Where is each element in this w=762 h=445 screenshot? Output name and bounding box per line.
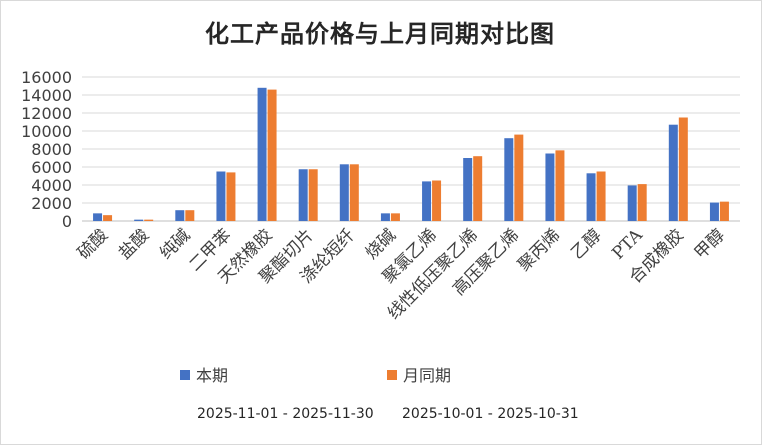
bar-current (134, 219, 144, 221)
x-tick-label: 盐酸 (115, 225, 153, 263)
bar-current (380, 213, 390, 221)
legend-swatch-current (180, 370, 190, 380)
bar-current (339, 164, 349, 221)
bars (93, 87, 729, 221)
y-tick-label: 6000 (31, 158, 72, 177)
y-tick-label: 2000 (31, 194, 72, 213)
bar-current (216, 171, 226, 221)
bar-current (545, 153, 555, 221)
y-tick-label: 14000 (21, 86, 72, 105)
bar-current (93, 213, 103, 221)
y-tick-label: 4000 (31, 176, 72, 195)
bar-last-month (390, 213, 400, 221)
bar-last-month (349, 164, 359, 221)
bar-last-month (514, 134, 524, 221)
gridlines (82, 76, 740, 222)
period-last-month: 2025-10-01 - 2025-10-31 (402, 406, 579, 422)
bar-last-month (555, 150, 565, 221)
bar-current (668, 124, 678, 221)
x-tick-label: 聚丙烯 (514, 225, 564, 275)
bar-current (175, 210, 185, 221)
bar-current (257, 87, 267, 221)
bar-current (504, 138, 514, 221)
bar-last-month (432, 180, 442, 221)
x-tick-label: 硫酸 (74, 225, 112, 263)
y-tick-label: 12000 (21, 104, 72, 123)
bar-last-month (226, 172, 236, 221)
legend-label-last-month: 月同期 (403, 366, 452, 385)
bar-current (627, 185, 637, 221)
bar-last-month (473, 156, 483, 221)
bar-last-month (185, 210, 195, 221)
bar-last-month (596, 171, 606, 221)
bar-last-month (103, 215, 113, 221)
bar-last-month (637, 184, 647, 221)
bar-current (422, 181, 432, 221)
legend-swatch-last-month (387, 370, 397, 380)
legend-label-current: 本期 (196, 366, 229, 385)
legend-item-current: 本期 (180, 362, 228, 386)
bar-current (298, 169, 308, 221)
x-tick-label: 甲醇 (691, 225, 729, 263)
bar-current (586, 173, 596, 221)
bar-current (709, 202, 719, 221)
bar-last-month (678, 117, 688, 221)
bar-last-month (144, 219, 154, 221)
y-tick-label: 10000 (21, 122, 72, 141)
chart-title: 化工产品价格与上月同期对比图 (205, 19, 555, 48)
y-tick-label: 8000 (31, 140, 72, 159)
bar-current (463, 158, 473, 221)
legend-item-last-month: 月同期 (387, 362, 451, 386)
bar-last-month (267, 89, 277, 221)
bar-last-month (719, 201, 729, 221)
x-tick-label: 乙醇 (567, 225, 605, 263)
y-tick-label: 0 (62, 212, 72, 231)
bar-last-month (308, 169, 318, 221)
period-current: 2025-11-01 - 2025-11-30 (197, 406, 374, 422)
y-tick-label: 16000 (21, 68, 72, 87)
